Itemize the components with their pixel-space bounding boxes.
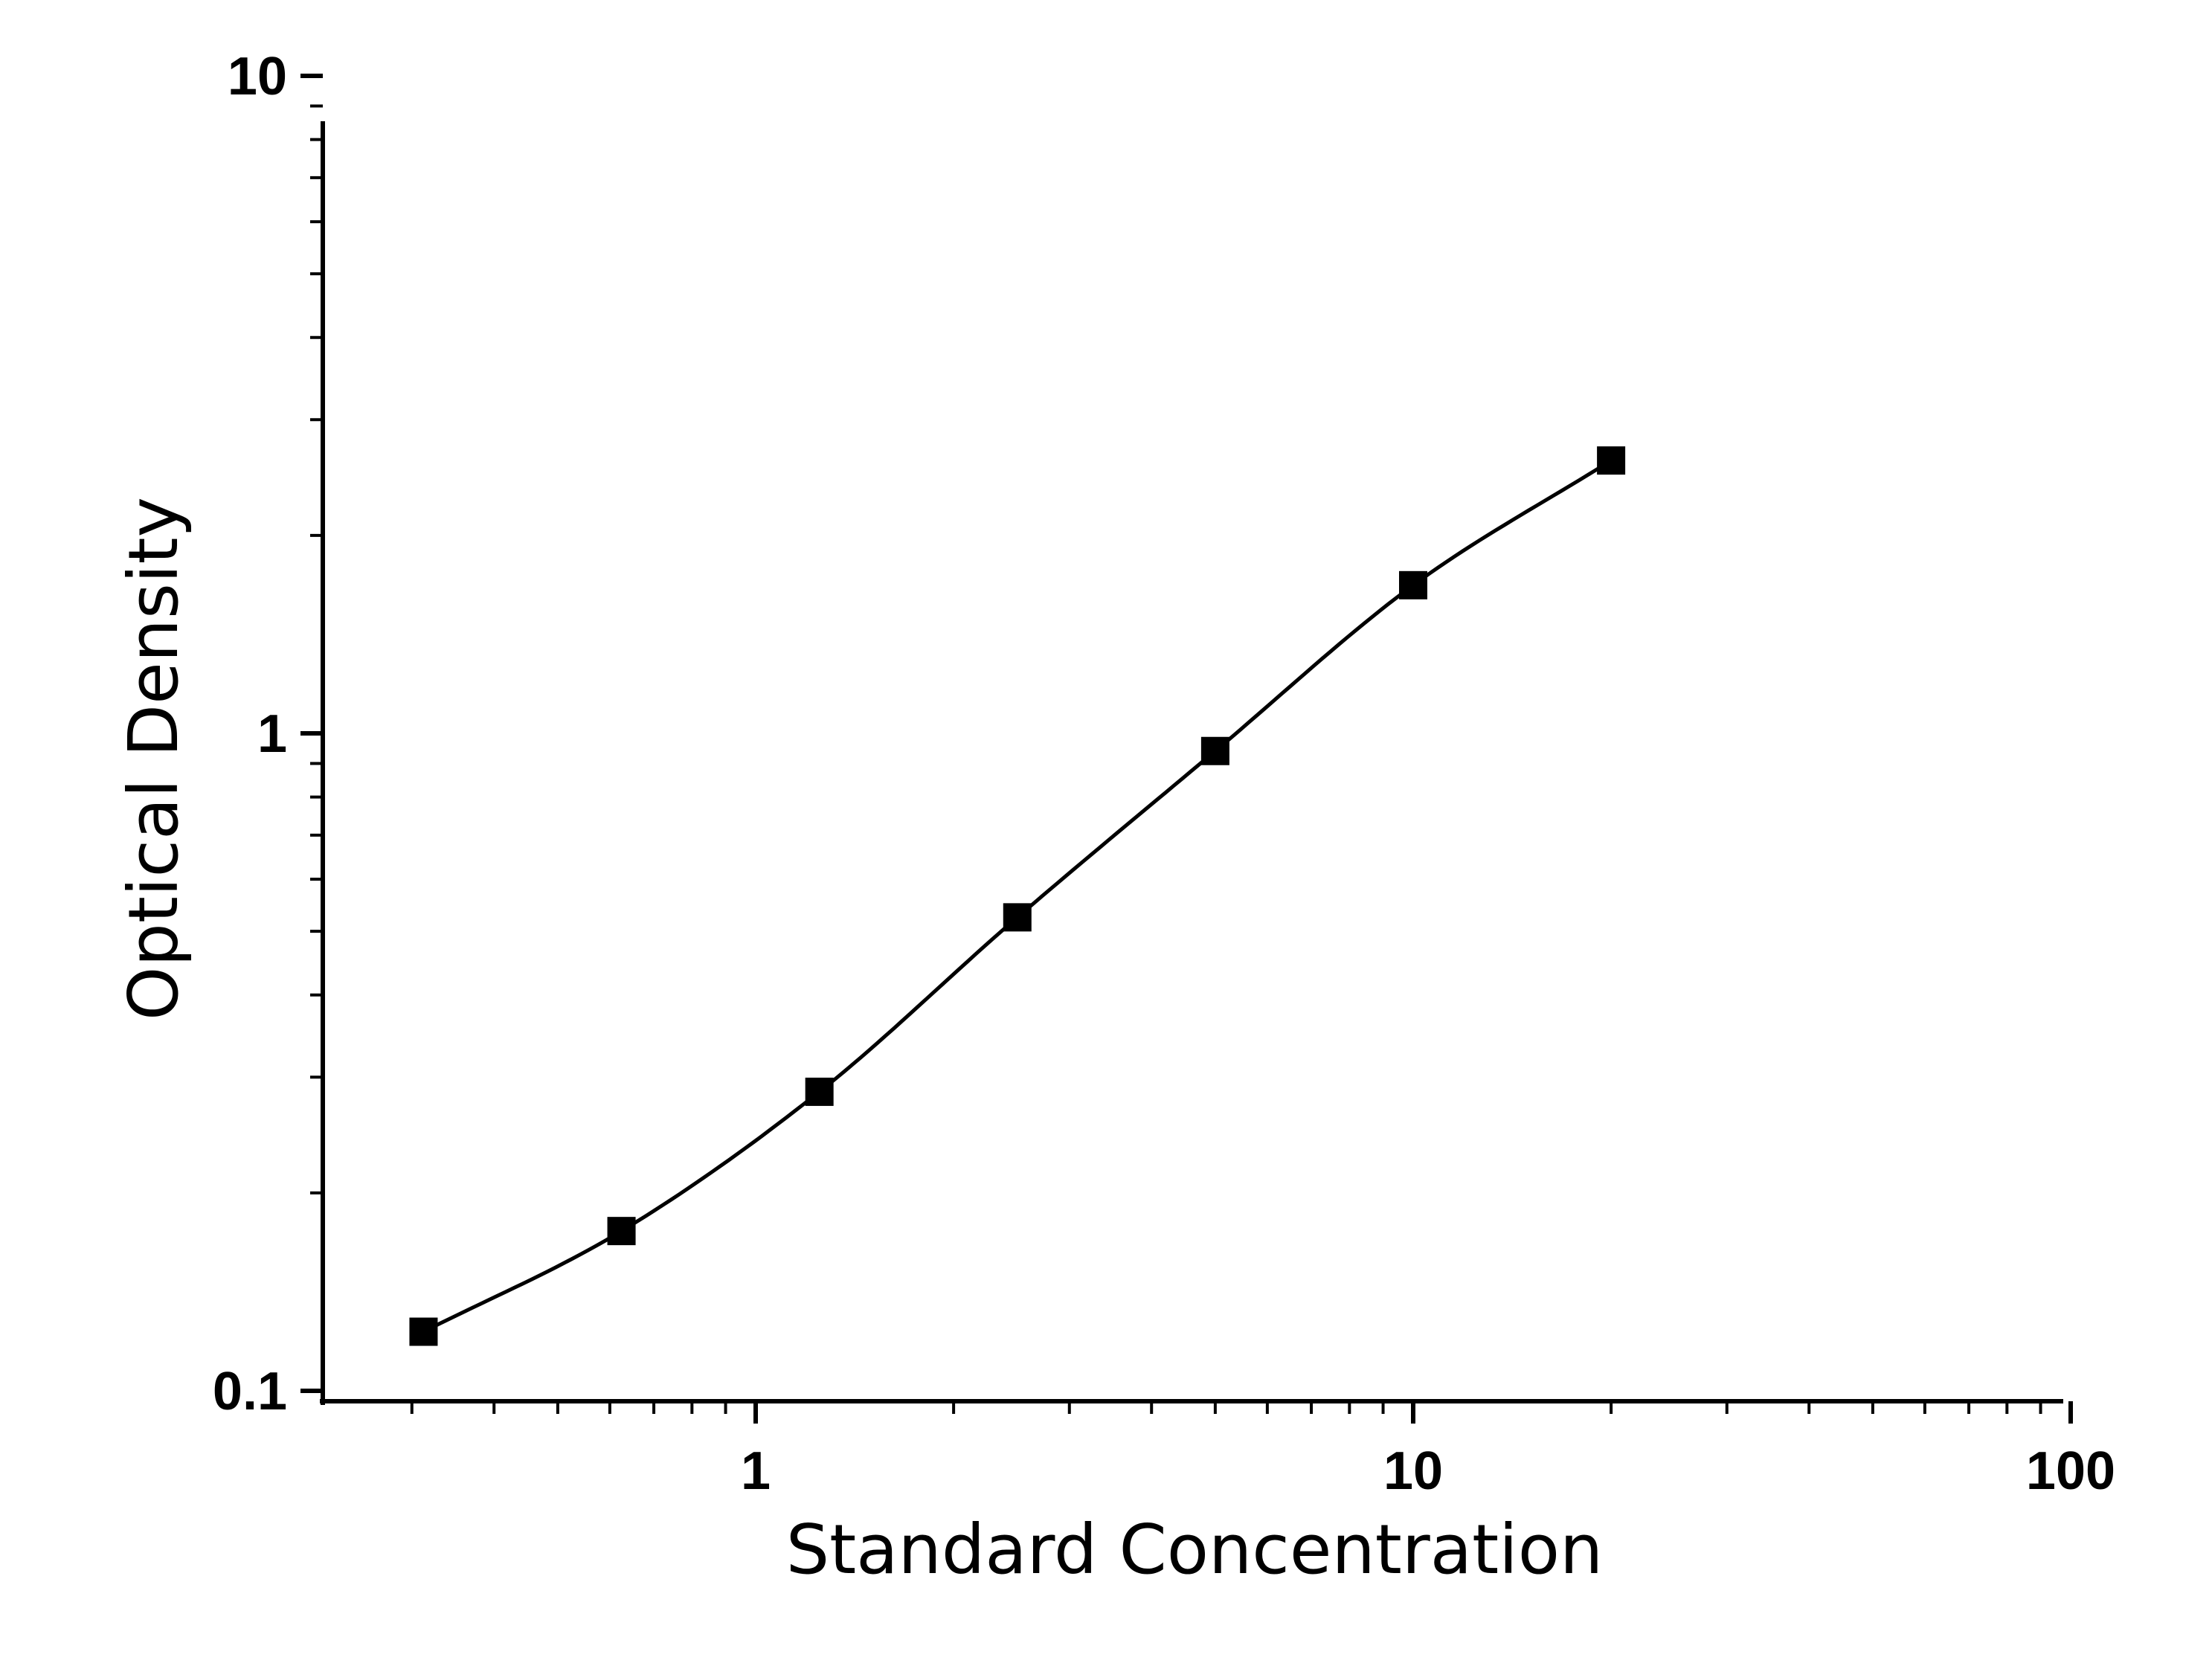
- data-point: [1003, 903, 1032, 932]
- x-axis-tick-labels: 1 10 100: [741, 1441, 2115, 1501]
- data-point: [805, 1077, 834, 1106]
- data-points: [409, 446, 1626, 1346]
- x-axis-title: Standard Concentration: [786, 1510, 1604, 1589]
- y-axis-major-ticks: [300, 74, 323, 1393]
- y-tick-label: 1: [257, 704, 287, 764]
- y-tick-label: 10: [228, 47, 287, 106]
- data-point: [1597, 446, 1626, 475]
- data-point: [1200, 736, 1229, 765]
- data-point: [409, 1317, 438, 1346]
- data-point: [1399, 570, 1427, 599]
- y-axis-tick-labels: 0.1 1 10: [213, 47, 287, 1421]
- x-tick-label: 100: [2026, 1441, 2115, 1501]
- data-point: [607, 1217, 636, 1246]
- fit-curve: [422, 459, 1613, 1334]
- x-tick-label: 10: [1383, 1441, 1443, 1501]
- x-axis-major-ticks: [753, 1401, 2073, 1424]
- x-tick-label: 1: [741, 1441, 771, 1501]
- y-axis-title: Optical Density: [114, 497, 193, 1020]
- y-tick-label: 0.1: [213, 1362, 287, 1421]
